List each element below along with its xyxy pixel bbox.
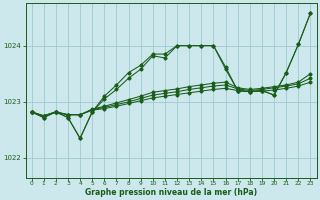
X-axis label: Graphe pression niveau de la mer (hPa): Graphe pression niveau de la mer (hPa) [85, 188, 257, 197]
